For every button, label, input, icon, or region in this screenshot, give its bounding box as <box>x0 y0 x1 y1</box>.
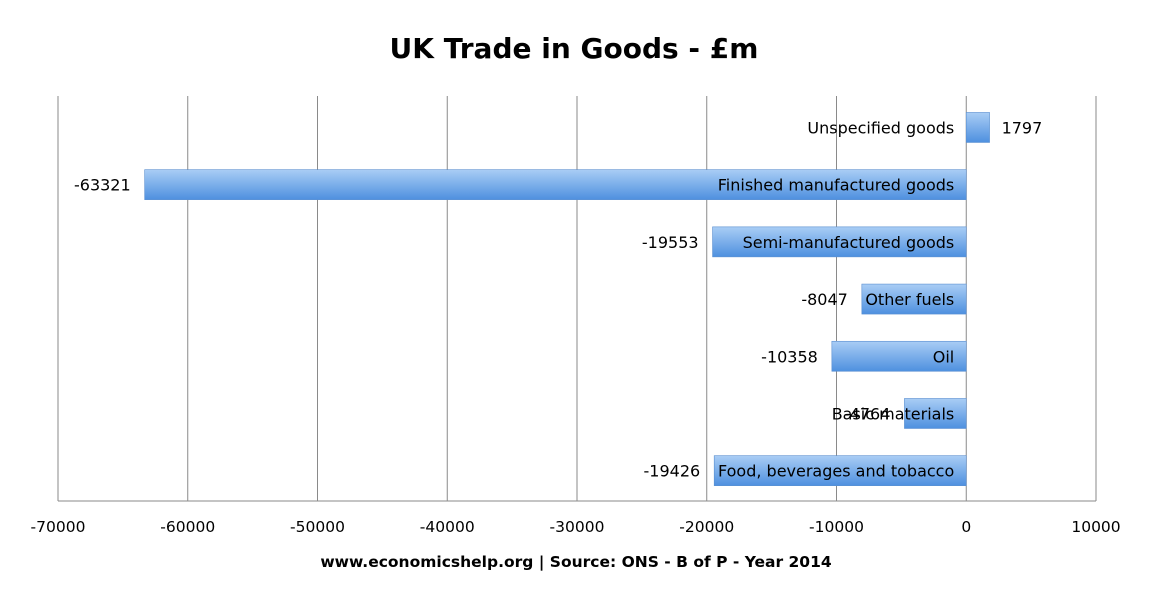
category-label: Other fuels <box>865 290 954 309</box>
x-tick-label: -30000 <box>550 518 605 536</box>
x-axis-ticks: -70000 -60000 -50000 -40000 -30000 -20000 -100… <box>31 518 1121 536</box>
labels: Unspecified goods 1797 Finished manufactur… <box>74 118 1042 480</box>
data-label: -63321 <box>74 176 131 195</box>
bar <box>904 398 967 429</box>
grid-lines <box>57 96 1097 502</box>
data-label: -8047 <box>801 290 848 309</box>
data-label: -19426 <box>644 462 701 481</box>
category-label: Semi-manufactured goods <box>743 233 955 252</box>
bar <box>831 340 967 372</box>
bar <box>712 226 967 258</box>
bar <box>713 455 967 486</box>
x-tick-label: -70000 <box>31 518 86 536</box>
x-tick-label: 10000 <box>1071 518 1120 536</box>
category-label: Basic materials <box>832 404 955 423</box>
x-tick-label: -50000 <box>290 518 345 536</box>
bar <box>861 283 967 315</box>
category-label: Oil <box>933 347 954 366</box>
bar <box>965 112 990 143</box>
x-tick-label: -60000 <box>160 518 215 536</box>
category-label: Finished manufactured goods <box>718 176 955 195</box>
x-tick-label: -20000 <box>679 518 734 536</box>
category-label: Unspecified goods <box>807 118 954 137</box>
bars <box>144 112 990 486</box>
data-label: 1797 <box>1002 118 1043 137</box>
chart-title: UK Trade in Goods - £m <box>390 32 759 65</box>
category-label: Food, beverages and tobacco <box>718 462 954 481</box>
x-tick-label: -40000 <box>420 518 475 536</box>
bar <box>144 169 967 200</box>
x-tick-label: 0 <box>961 518 971 536</box>
data-label: -19553 <box>642 233 699 252</box>
data-label: -10358 <box>761 347 818 366</box>
x-axis-label: www.economicshelp.org | Source: ONS - B … <box>320 553 832 572</box>
data-label: -4764 <box>844 404 891 423</box>
x-tick-label: -10000 <box>809 518 864 536</box>
